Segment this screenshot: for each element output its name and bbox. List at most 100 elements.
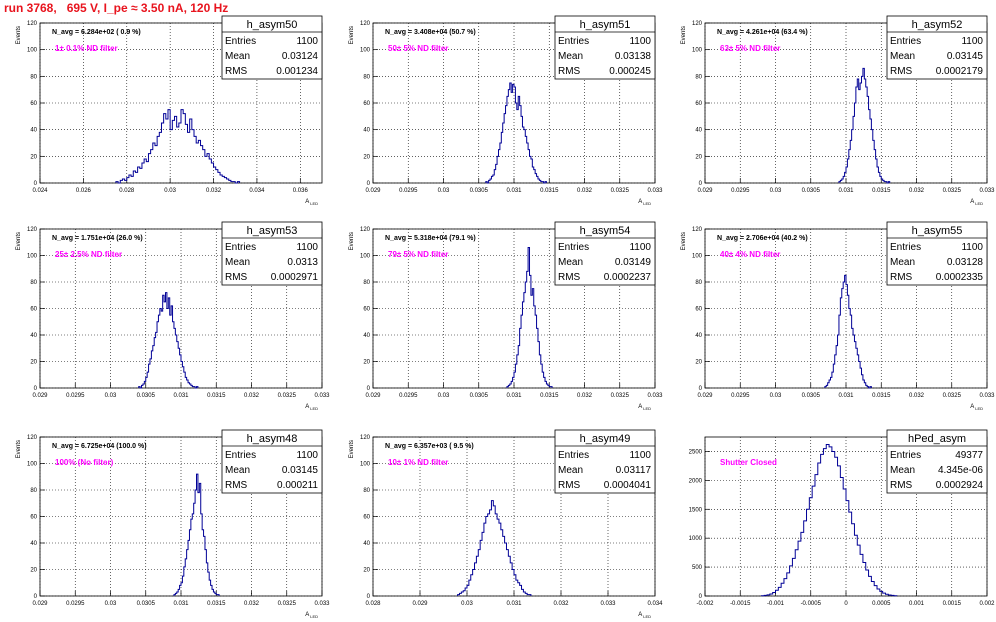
x-tick-label: 0.0295	[731, 393, 750, 399]
stats-value: 0.03117	[616, 465, 652, 476]
stats-value: 0.03128	[947, 257, 984, 268]
x-tick-label: 0.0315	[540, 188, 559, 194]
x-tick-label: 0.033	[647, 188, 663, 194]
stats-box-frame	[221, 429, 323, 494]
stats-value: 1100	[629, 450, 651, 461]
navg-label: N_avg = 4.261e+04 (63.4 %)	[717, 29, 808, 36]
stats-value: 1100	[296, 36, 318, 47]
x-tick-label: 0.0315	[207, 393, 226, 399]
x-tick-label: 0.0325	[278, 601, 297, 607]
y-tick-label: 100	[27, 254, 38, 260]
y-tick-label: 0	[367, 594, 371, 600]
plot-frame	[39, 436, 323, 597]
stats-box-frame	[554, 429, 656, 494]
stats-key: Entries	[890, 36, 921, 47]
navg-label: N_avg = 1.751e+04 (26.0 %)	[52, 235, 143, 242]
x-tick-label: 0.0295	[66, 393, 85, 399]
x-axis-label: ALED	[305, 199, 318, 206]
y-tick-label: 40	[30, 333, 37, 339]
histogram-name: hPed_asym	[908, 433, 966, 445]
y-tick-label: 2000	[689, 478, 703, 484]
x-tick-label: 0.033	[979, 393, 995, 399]
y-tick-label: 120	[360, 21, 371, 27]
stats-value: 0.0002971	[271, 272, 319, 283]
y-tick-label: 60	[30, 101, 37, 107]
x-tick-label: 0.001	[909, 601, 925, 607]
x-tick-label: 0.031	[173, 393, 189, 399]
x-tick-label: 0.002	[979, 601, 995, 607]
y-tick-label: 100	[692, 48, 703, 54]
y-tick-label: 20	[30, 154, 37, 160]
y-tick-label: 80	[30, 280, 37, 286]
y-tick-label: 60	[695, 101, 702, 107]
stats-key: RMS	[558, 272, 581, 283]
stats-key: RMS	[225, 66, 248, 77]
x-axis-label: ALED	[638, 199, 651, 206]
y-tick-label: 0	[367, 386, 371, 392]
y-tick-label: 0	[699, 594, 703, 600]
stats-key: Mean	[890, 51, 915, 62]
histogram-series	[457, 500, 532, 596]
filter-label: 100% (No filter)	[55, 458, 114, 467]
y-tick-label: 20	[363, 154, 370, 160]
histogram-panel-h_asym50: 0.024 0.026 0.028 0.03 0.032 0.034 0.036 0 20 40 6…	[16, 15, 323, 206]
y-tick-label: 60	[695, 307, 702, 313]
stats-value: 0.000211	[277, 480, 318, 491]
stats-value: 0.0002237	[604, 272, 652, 283]
histogram-series	[138, 292, 199, 389]
x-tick-label: 0.036	[293, 188, 309, 194]
x-tick-label: 0.032	[553, 601, 569, 607]
y-tick-label: 60	[30, 515, 37, 521]
x-tick-label: 0.033	[600, 601, 616, 607]
x-tick-label: 0.0325	[943, 393, 962, 399]
stats-key: Mean	[890, 257, 915, 268]
y-axis-label: Events	[349, 440, 355, 458]
y-tick-label: 20	[363, 360, 370, 366]
x-tick-label: 0.0325	[278, 393, 297, 399]
y-tick-label: 0	[34, 181, 38, 187]
stats-key: Mean	[558, 465, 583, 476]
y-tick-label: 1000	[689, 536, 703, 542]
filter-label: 79± 5% ND filter	[388, 250, 448, 259]
stats-value: 1100	[629, 36, 651, 47]
x-tick-label: 0.031	[838, 393, 854, 399]
x-tick-label: 0.029	[697, 393, 713, 399]
x-tick-label: -0.0015	[730, 601, 751, 607]
y-tick-label: 0	[699, 386, 703, 392]
stats-box: h_asym50 Entries 1100 Mean 0.03124 RMS 0.00123…	[221, 15, 323, 80]
stats-key: Entries	[890, 242, 921, 253]
stats-value: 0.03149	[615, 257, 652, 268]
navg-label: N_avg = 5.318e+04 (79.1 %)	[385, 235, 476, 242]
navg-label: N_avg = 6.725e+04 (100.0 %)	[52, 443, 147, 450]
x-tick-label: 0.03	[438, 188, 450, 194]
stats-box: h_asym49 Entries 1100 Mean 0.03117 RMS 0.00040…	[554, 429, 656, 494]
y-tick-label: 100	[27, 462, 38, 468]
plot-frame	[39, 22, 323, 184]
y-tick-label: 0	[367, 181, 371, 187]
x-tick-label: 0.03	[461, 601, 473, 607]
histogram-name: h_asym51	[580, 19, 631, 31]
stats-value: 0.03145	[947, 51, 984, 62]
stats-value: 4.345e-06	[938, 465, 983, 476]
histogram-panel-h_asym48: 0.029 0.0295 0.03 0.0305 0.031 0.0315 0.032 0.0…	[16, 429, 330, 619]
plot-frame	[372, 22, 656, 184]
y-axis-label: Events	[681, 26, 687, 44]
x-tick-label: 0.0325	[611, 393, 630, 399]
stats-key: Entries	[225, 450, 256, 461]
stats-box: hPed_asym Entries 49377 Mean 4.345e-06 RMS 0.0…	[886, 429, 988, 494]
x-tick-label: 0.0305	[137, 393, 156, 399]
x-tick-label: 0.03	[438, 393, 450, 399]
stats-key: RMS	[890, 66, 913, 77]
y-tick-label: 120	[692, 21, 703, 27]
plot-frame	[39, 228, 323, 389]
x-tick-label: 0.033	[979, 188, 995, 194]
stats-value: 0.03145	[282, 465, 319, 476]
histogram-panel-hPed_asym: -0.002 -0.0015 -0.001 -0.0005 0 0.0005 0.001 0.…	[689, 429, 995, 607]
x-tick-label: 0.0315	[872, 188, 891, 194]
histogram-panel-h_asym51: 0.029 0.0295 0.03 0.0305 0.031 0.0315 0.032 0.0…	[349, 15, 663, 206]
y-tick-label: 60	[363, 307, 370, 313]
histogram-name: h_asym55	[912, 225, 963, 237]
y-tick-label: 0	[34, 386, 38, 392]
stats-box-frame	[554, 15, 656, 80]
